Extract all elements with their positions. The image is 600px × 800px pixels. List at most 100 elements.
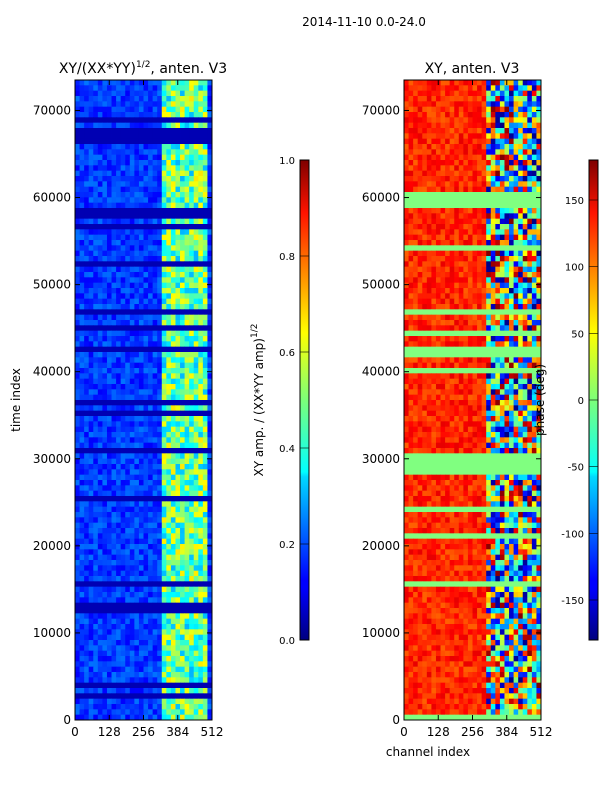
heatmap-cell	[88, 309, 94, 316]
heatmap-cell	[175, 170, 181, 177]
heatmap-cell	[97, 501, 103, 508]
heatmap-cell	[143, 677, 149, 684]
heatmap-cell	[84, 517, 90, 524]
heatmap-cell	[102, 384, 108, 390]
heatmap-cell	[84, 277, 90, 284]
heatmap-cell	[166, 693, 172, 700]
heatmap-cell	[116, 202, 122, 209]
heatmap-cell	[499, 165, 505, 172]
heatmap-cell	[143, 202, 149, 209]
heatmap-cell	[207, 538, 212, 545]
heatmap-cell	[102, 464, 108, 470]
heatmap-cell	[440, 202, 446, 209]
heatmap-cell	[454, 218, 460, 225]
heatmap-cell	[134, 213, 140, 220]
heatmap-cell	[207, 272, 212, 278]
heatmap-cell	[426, 298, 432, 305]
heatmap-cell	[116, 410, 122, 417]
heatmap-cell	[111, 368, 117, 374]
heatmap-cell	[157, 272, 163, 278]
heatmap-cell	[184, 442, 190, 449]
heatmap-cell	[170, 586, 176, 593]
heatmap-cell	[504, 250, 510, 257]
heatmap-cell	[175, 512, 181, 518]
heatmap-cell	[84, 656, 90, 662]
heatmap-cell	[166, 165, 172, 172]
heatmap-cell	[88, 181, 94, 188]
heatmap-cell	[84, 224, 90, 230]
heatmap-cell	[111, 165, 117, 172]
heatmap-cell	[102, 448, 108, 454]
heatmap-cell	[435, 282, 441, 289]
heatmap-cell	[79, 208, 85, 214]
heatmap-cell	[170, 394, 176, 401]
heatmap-cell	[161, 400, 167, 406]
heatmap-cell	[79, 629, 85, 636]
heatmap-cell	[111, 474, 117, 481]
heatmap-cell	[207, 624, 212, 630]
heatmap-cell	[472, 261, 478, 268]
heatmap-cell	[170, 602, 176, 609]
heatmap-cell	[193, 640, 199, 646]
heatmap-cell	[88, 506, 94, 513]
heatmap-cell	[148, 368, 154, 374]
heatmap-cell	[170, 202, 176, 209]
heatmap-cell	[445, 202, 451, 209]
heatmap-cell	[152, 432, 158, 438]
heatmap-cell	[207, 208, 212, 214]
heatmap-cell	[88, 421, 94, 428]
heatmap-cell	[481, 309, 487, 316]
heatmap-cell	[84, 437, 90, 444]
heatmap-cell	[184, 661, 190, 668]
heatmap-cell	[116, 122, 122, 129]
heatmap-cell	[111, 208, 117, 214]
heatmap-cell	[93, 688, 99, 694]
heatmap-cell	[120, 672, 126, 678]
heatmap-cell	[111, 714, 117, 720]
heatmap-cell	[84, 549, 90, 556]
heatmap-cell	[198, 234, 204, 241]
heatmap-cell	[531, 245, 537, 252]
heatmap-cell	[120, 517, 126, 524]
heatmap-cell	[458, 218, 464, 225]
heatmap-cell	[198, 490, 204, 497]
heatmap-cell	[93, 554, 99, 561]
heatmap-cell	[449, 112, 455, 118]
heatmap-cell	[93, 202, 99, 209]
heatmap-cell	[417, 282, 423, 289]
heatmap-cell	[134, 106, 140, 113]
heatmap-cell	[207, 544, 212, 550]
heatmap-cell	[148, 624, 154, 630]
heatmap-cell	[111, 378, 117, 385]
heatmap-cell	[75, 421, 80, 428]
heatmap-cell	[184, 394, 190, 401]
heatmap-cell	[138, 250, 144, 257]
heatmap-cell	[175, 448, 181, 454]
heatmap-cell	[499, 176, 505, 182]
heatmap-cell	[88, 464, 94, 470]
heatmap-cell	[75, 688, 80, 694]
heatmap-cell	[202, 448, 208, 454]
heatmap-cell	[175, 325, 181, 332]
heatmap-cell	[116, 709, 122, 716]
heatmap-cell	[472, 245, 478, 252]
heatmap-cell	[180, 346, 185, 353]
heatmap-cell	[193, 250, 199, 257]
heatmap-cell	[504, 149, 510, 156]
heatmap-cell	[138, 688, 144, 694]
heatmap-cell	[445, 266, 451, 273]
heatmap-cell	[106, 672, 112, 678]
heatmap-cell	[120, 576, 126, 582]
heatmap-cell	[463, 282, 469, 289]
heatmap-cell	[193, 112, 199, 118]
heatmap-cell	[88, 256, 94, 262]
heatmap-cell	[180, 656, 185, 662]
heatmap-cell	[404, 90, 409, 97]
heatmap-cell	[134, 453, 140, 460]
heatmap-cell	[157, 560, 163, 566]
heatmap-cell	[184, 224, 190, 230]
heatmap-cell	[193, 437, 199, 444]
heatmap-cell	[88, 197, 94, 204]
heatmap-cell	[198, 309, 204, 316]
heatmap-cell	[161, 618, 167, 625]
